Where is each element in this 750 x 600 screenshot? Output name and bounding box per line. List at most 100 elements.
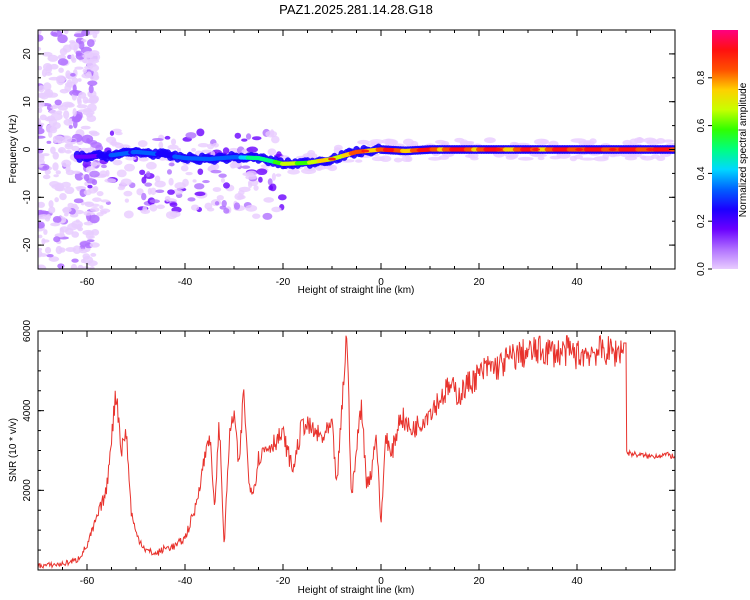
noise-blob	[48, 200, 54, 208]
noise-blob	[169, 202, 178, 208]
noise-blob	[454, 137, 465, 143]
noise-blob	[75, 219, 80, 223]
noise-blob	[242, 172, 255, 177]
noise-blob	[38, 201, 46, 208]
noise-blob	[45, 124, 53, 134]
noise-blob	[89, 170, 100, 178]
noise-blob	[48, 76, 61, 81]
noise-blob	[38, 148, 44, 154]
noise-blob	[149, 199, 161, 204]
noise-blob	[646, 139, 660, 146]
noise-blob	[589, 138, 597, 145]
noise-blob	[109, 130, 115, 136]
noise-blob	[54, 197, 59, 203]
noise-blob	[137, 140, 148, 148]
noise-blob	[139, 169, 146, 175]
noise-blob	[38, 46, 42, 52]
noise-blob	[271, 173, 276, 181]
noise-blob	[76, 104, 88, 109]
ridge-peak	[328, 157, 336, 161]
ridge-peak	[386, 148, 395, 152]
noise-blob	[55, 170, 61, 175]
y-tick-label: -20	[22, 237, 33, 252]
noise-blob	[149, 204, 158, 212]
noise-blob	[38, 65, 43, 71]
noise-blob	[64, 228, 74, 235]
noise-blob	[579, 157, 596, 161]
noise-blob	[176, 147, 182, 152]
ridge-peak	[575, 148, 584, 151]
noise-blob	[73, 198, 84, 204]
noise-blob	[466, 141, 474, 147]
noise-blob	[42, 51, 53, 57]
noise-blob	[80, 125, 91, 130]
x-tick-label: 40	[571, 277, 583, 288]
x-tick-label: 0	[378, 576, 384, 587]
noise-blob	[88, 130, 98, 135]
noise-blob	[71, 258, 79, 263]
noise-blob	[537, 156, 545, 161]
noise-blob	[166, 169, 172, 175]
figure-title: PAZ1.2025.281.14.28.G18	[279, 2, 433, 17]
noise-blob	[62, 135, 73, 144]
noise-blob	[88, 85, 94, 94]
x-tick-label: -60	[80, 277, 95, 288]
noise-blob	[74, 171, 84, 181]
noise-blob	[64, 149, 72, 154]
noise-blob	[62, 207, 72, 213]
noise-blob	[192, 179, 197, 183]
noise-blob	[191, 147, 197, 152]
noise-blob	[223, 182, 230, 189]
noise-blob	[265, 130, 278, 138]
noise-blob	[650, 154, 660, 159]
noise-blob	[144, 182, 153, 187]
noise-blob	[68, 118, 73, 124]
noise-blob	[172, 188, 184, 195]
x-tick-label: 0	[378, 277, 384, 288]
spectrogram-x-axis: -60 -40 -20 0 20 40	[37, 30, 676, 288]
noise-blob	[170, 138, 177, 146]
x-tick-label: 20	[473, 576, 485, 587]
colorbar-tick-label: 0.4	[696, 166, 707, 180]
noise-blob	[88, 96, 99, 104]
noise-blob	[65, 247, 77, 252]
noise-blob	[38, 153, 45, 162]
noise-blob	[256, 168, 268, 176]
noise-blob	[220, 177, 226, 183]
noise-blob	[70, 54, 75, 62]
noise-blob	[71, 231, 80, 238]
noise-blob	[83, 221, 94, 226]
noise-blob	[251, 136, 262, 141]
noise-blob	[82, 160, 92, 169]
noise-blob	[156, 204, 165, 210]
noise-blob	[74, 66, 84, 70]
colorbar: 0.0 0.2 0.4 0.6 0.8 Normalized spectral ampl…	[696, 30, 749, 276]
noise-blob	[247, 179, 259, 187]
x-tick-label: 20	[473, 277, 485, 288]
noise-blob	[50, 146, 56, 155]
noise-blob	[194, 183, 205, 190]
noise-blob	[123, 190, 133, 197]
noise-blob	[38, 221, 45, 229]
noise-blob	[89, 214, 100, 224]
noise-blob	[180, 165, 189, 172]
noise-blob	[57, 34, 68, 44]
noise-blob	[234, 132, 242, 139]
noise-blob	[89, 242, 100, 248]
noise-blob	[168, 177, 174, 186]
noise-blob	[89, 64, 100, 72]
noise-blob	[101, 164, 107, 169]
noise-blob	[73, 33, 85, 38]
colorbar-axis: 0.0 0.2 0.4 0.6 0.8	[696, 70, 712, 276]
ridge-peak	[646, 148, 655, 151]
noise-blob	[268, 185, 274, 191]
noise-blob	[81, 58, 94, 64]
noise-blob	[62, 44, 72, 53]
noise-blob	[124, 163, 135, 172]
noise-blob	[223, 207, 230, 214]
ridge-peak	[454, 148, 463, 151]
y-tick-label: 0	[22, 146, 33, 152]
snr-panel: -60 -40 -20 0 20 40 2000 4000 6000 Height of st…	[8, 319, 676, 596]
noise-blob	[52, 162, 59, 171]
noise-blob	[38, 135, 46, 139]
